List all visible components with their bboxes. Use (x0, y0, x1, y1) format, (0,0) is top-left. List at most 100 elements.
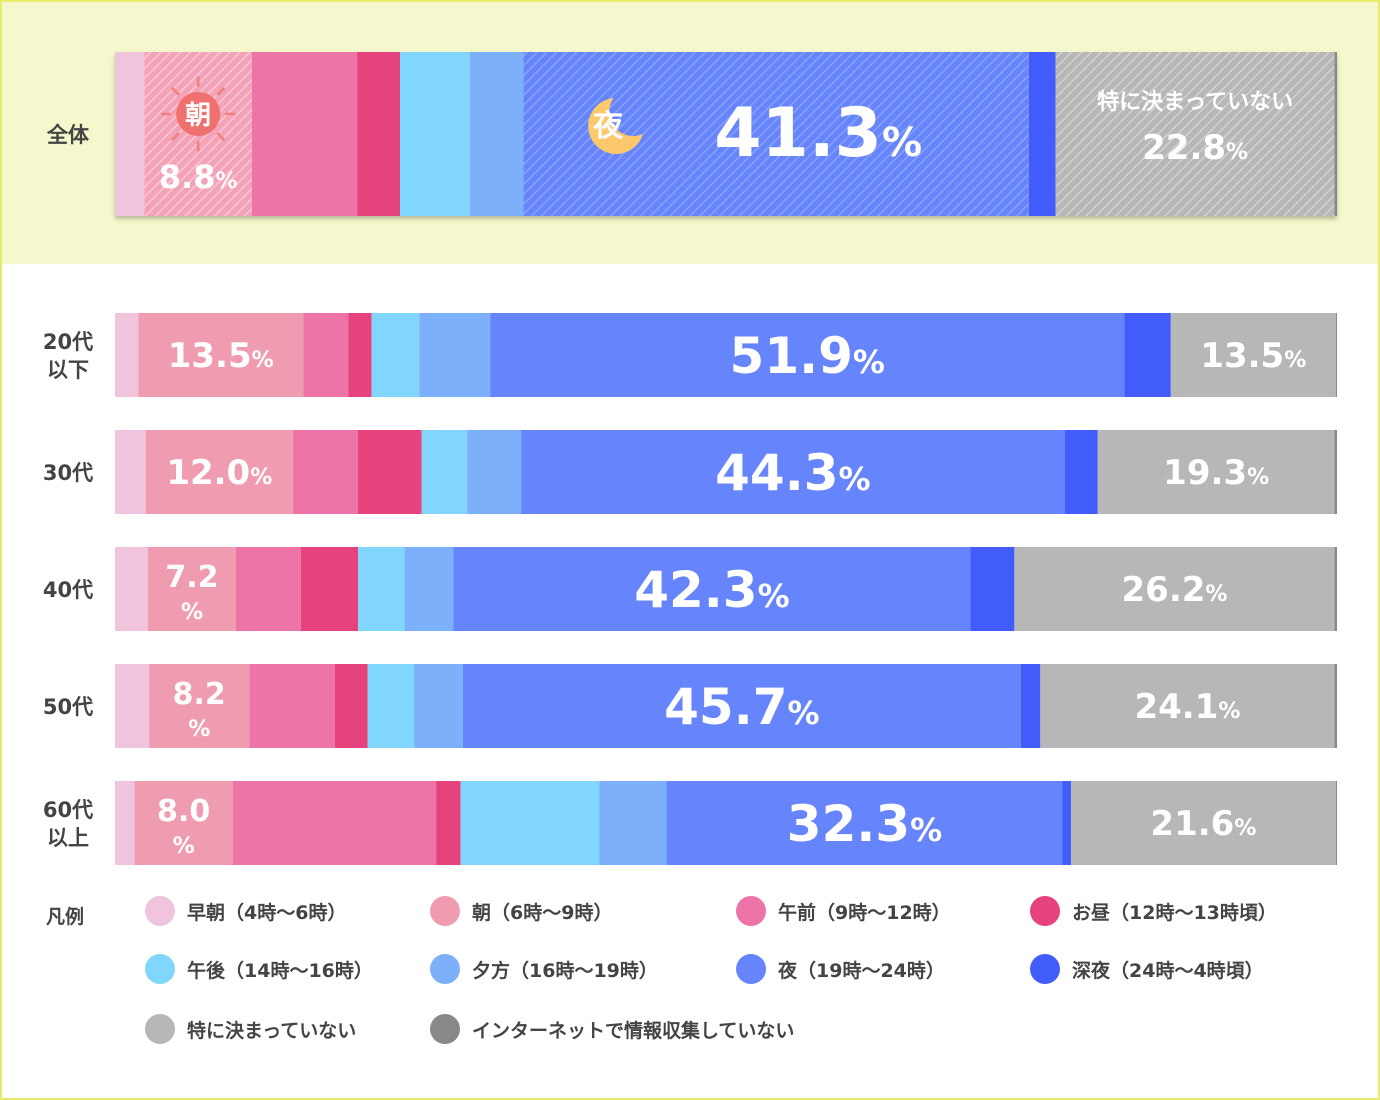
bar-segment-not-fixed (1014, 547, 1335, 631)
sun-icon (160, 76, 236, 152)
bar-segment-not-fixed (1097, 430, 1335, 514)
bar-segment-afternoon (371, 313, 420, 397)
bar-row: 50代 8.2% 45.7% 24.1% (43, 664, 1337, 748)
bar-row: 40代 7.2% 42.3% 26.2% (43, 547, 1337, 631)
night-value-label: 51.9% (730, 327, 885, 385)
bar-segment-no-internet (1334, 52, 1337, 216)
bar-segment-evening (467, 430, 522, 514)
bar-segment-not-fixed (1170, 313, 1336, 397)
legend-label: 朝（6時〜9時） (472, 901, 613, 924)
legend-swatch (430, 896, 460, 926)
legend-swatch (145, 1014, 175, 1044)
bar-segment-no-internet (1334, 430, 1337, 514)
bar-segment-forenoon (235, 547, 301, 631)
row-label: 30代 (43, 461, 93, 485)
legend-item-morning: 朝（6時〜9時） (430, 896, 612, 926)
night-value-label: 41.3% (714, 94, 922, 173)
legend-label: 夕方（16時〜19時） (472, 959, 658, 982)
moon-icon (588, 88, 658, 154)
bar-segment-no-internet (1334, 664, 1337, 748)
legend-label: 夜（19時〜24時） (778, 959, 945, 982)
bar-segment-early-morning (115, 664, 150, 748)
not-fixed-caption: 特に決まっていない (1097, 89, 1293, 115)
bar-segment-late-night (1020, 664, 1041, 748)
legend-item-early-morning: 早朝（4時〜6時） (145, 896, 346, 926)
bar-segment-evening (469, 52, 524, 216)
bar-row: 全体 朝 8.8% 夜 41.3% 特に決まっていない 22.8% (46, 52, 1337, 216)
bar-segment-early-morning (115, 781, 135, 865)
bar-segment-afternoon (367, 664, 415, 748)
row-label: 50代 (43, 695, 93, 719)
bar-segment-noon (436, 781, 461, 865)
bar-segment-morning (134, 781, 233, 865)
legend-item-not-fixed: 特に決まっていない (145, 1014, 356, 1044)
legend-label: 午後（14時〜16時） (187, 959, 373, 982)
legend-label: お昼（12時〜13時頃） (1072, 901, 1277, 924)
legend-item-no-internet: インターネットで情報収集していない (430, 1014, 794, 1044)
legend-swatch (430, 954, 460, 984)
morning-value-label: 8.0 (157, 794, 210, 829)
bar-segment-noon (300, 547, 359, 631)
bar-segment-no-internet (1335, 313, 1337, 397)
legend-swatch (736, 954, 766, 984)
legend-label: 早朝（4時〜6時） (187, 901, 347, 924)
bar-segment-late-night (1124, 313, 1171, 397)
legend-swatch (145, 896, 175, 926)
row-label: 20代 (43, 330, 93, 354)
row-label: 以下 (47, 358, 89, 382)
bar-row: 30代 12.0% 44.3% 19.3% (43, 430, 1337, 514)
bar-segment-noon (357, 52, 401, 216)
morning-value-label: 8.2 (173, 677, 226, 712)
bar-segment-no-internet (1334, 547, 1337, 631)
legend-swatch (145, 954, 175, 984)
bar-segment-early-morning (115, 547, 148, 631)
bar-segment-forenoon (292, 430, 358, 514)
morning-value-label: 7.2 (165, 560, 218, 595)
legend-item-late-night: 深夜（24時〜4時頃） (1030, 954, 1264, 984)
legend-swatch (430, 1014, 460, 1044)
bar-segment-forenoon (249, 664, 335, 748)
night-value-label: 42.3% (634, 561, 789, 619)
legend-item-noon: お昼（12時〜13時頃） (1030, 896, 1277, 926)
bar-segment-late-night (1062, 781, 1072, 865)
morning-value-label: 12.0% (166, 453, 272, 493)
morning-unit-label: % (173, 834, 195, 859)
bar-segment-no-internet (1335, 781, 1337, 865)
night-value-label: 44.3% (715, 444, 870, 502)
legend-label: 深夜（24時〜4時頃） (1072, 959, 1264, 982)
not-fixed-value-label: 19.3% (1163, 453, 1269, 493)
bar-segment-early-morning (115, 430, 146, 514)
legend-item-afternoon: 午後（14時〜16時） (145, 954, 373, 984)
bar-segment-late-night (1064, 430, 1098, 514)
bar-segment-noon (348, 313, 372, 397)
bar-segment-night (490, 313, 1125, 397)
not-fixed-value-label: 22.8% (1142, 128, 1248, 168)
morning-unit-label: % (181, 600, 203, 625)
bar-segment-early-morning (115, 52, 145, 216)
bar-segment-afternoon (460, 781, 600, 865)
legend-swatch (1030, 954, 1060, 984)
bar-segment-evening (404, 547, 454, 631)
bar-segment-early-morning (115, 313, 139, 397)
row-label: 以上 (47, 826, 89, 850)
bar-segment-evening (419, 313, 491, 397)
bar-segment-night (666, 781, 1063, 865)
bar-segment-morning (138, 313, 304, 397)
legend-item-evening: 夕方（16時〜19時） (430, 954, 658, 984)
night-value-label: 45.7% (664, 678, 819, 736)
legend-item-night: 夜（19時〜24時） (736, 954, 945, 984)
not-fixed-value-label: 26.2% (1122, 570, 1228, 610)
not-fixed-value-label: 21.6% (1150, 804, 1256, 844)
morning-unit-label: % (188, 717, 210, 742)
not-fixed-value-label: 24.1% (1134, 687, 1240, 727)
legend-item-forenoon: 午前（9時〜12時） (736, 896, 951, 926)
bar-segment-night (453, 547, 971, 631)
bar-segment-night (462, 664, 1021, 748)
night-badge-label: 夜 (592, 109, 624, 144)
legend-swatch (736, 896, 766, 926)
bar-segment-not-fixed (1040, 664, 1335, 748)
